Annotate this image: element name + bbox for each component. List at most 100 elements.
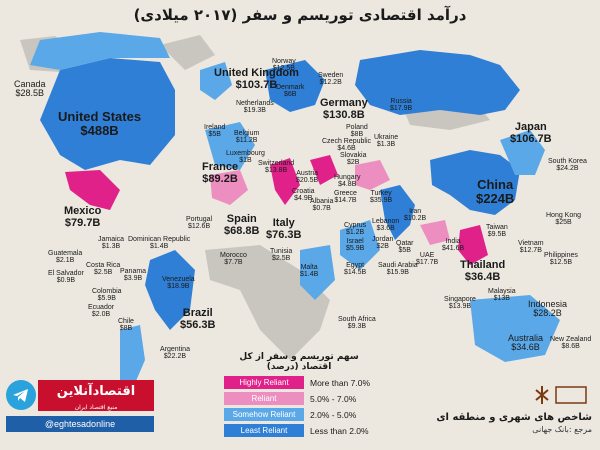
seasia-shape [420, 220, 450, 245]
country-label-croatia: Croatia $4.9B [292, 188, 315, 203]
country-label-mexico: Mexico $79.7B [64, 205, 102, 229]
country-label-colombia: Colombia $5.9B [92, 288, 122, 303]
country-label-chile: Chile $8B [118, 318, 134, 333]
country-label-jamaica: Jamaica $1.3B [98, 236, 125, 251]
country-label-sweden: Sweden $12.2B [318, 72, 344, 87]
highly-reliant-countries [65, 155, 488, 265]
country-label-luxembourg: Luxembourg $1B [226, 150, 265, 165]
country-label-china: China $224B [476, 177, 515, 206]
legend-range: More than 7.0% [310, 377, 371, 388]
country-label-germany: Germany $130.8B [320, 97, 368, 121]
greece-shape [310, 155, 338, 185]
australia-shape [470, 295, 560, 362]
country-label-new-zealand: New Zealand $8.6B [550, 336, 592, 351]
country-label-russia: Russia $17.9B [390, 98, 413, 113]
china-shape [430, 150, 520, 215]
country-label-canada: Canada $28.5B [14, 79, 46, 99]
country-label-morocco: Morocco $7.7B [220, 252, 247, 267]
country-label-cyprus: Cyprus $1.2B [344, 222, 367, 237]
credit-source: مرجع :بانک جهانی [532, 425, 592, 434]
legend-swatch: Somehow Reliant [224, 408, 304, 421]
country-label-austria: Austria $20.5B [296, 170, 319, 185]
country-label-turkey: Turkey $35.9B [370, 190, 393, 205]
country-label-india: India $41.6B [442, 238, 465, 253]
country-label-switzerland: Switzerland $13.8B [258, 160, 295, 175]
country-label-hong-kong: Hong Kong $25B [546, 212, 582, 227]
legend-range: 2.0% - 5.0% [310, 409, 357, 420]
country-label-italy: Italy $76.3B [266, 217, 302, 241]
thailand-shape [458, 225, 488, 265]
country-label-brazil: Brazil $56.3B [180, 307, 216, 331]
country-label-taiwan: Taiwan $9.5B [486, 224, 508, 239]
country-label-czech-republic: Czech Republic $4.6B [322, 138, 372, 153]
country-label-el-salvador: El Salvador $0.9B [48, 270, 84, 285]
mexico-shape [65, 170, 120, 210]
country-label-guatemala: Guatemala $2.1B [48, 250, 83, 265]
country-label-slovakia: Slovakia $2B [340, 152, 367, 167]
country-label-malta: Malta $1.4B [300, 264, 319, 279]
country-label-albania: Albania $0.7B [310, 198, 334, 213]
country-label-japan: Japan $106.7B [510, 121, 552, 145]
country-label-philippines: Philippines $12.5B [544, 252, 578, 267]
india-shape [380, 185, 415, 240]
least-reliant-countries [40, 50, 520, 330]
canada-shape [30, 32, 170, 70]
country-label-indonesia: Indonesia $28.2B [528, 299, 568, 319]
legend-range: 5.0% - 7.0% [310, 393, 357, 404]
country-label-hungary: Hungary $4.8B [334, 174, 361, 189]
brand-block: اقتصادآنلاین منبع اقتصاد ایران @eghtesad… [6, 380, 154, 444]
country-label-costa-rica: Costa Rica $2.5B [86, 262, 121, 277]
country-label-iran: Iran $10.2B [404, 208, 427, 223]
reliant-countries [210, 160, 450, 245]
country-label-jordan: Jordan $2B [372, 236, 394, 251]
usa-shape [40, 58, 175, 170]
country-label-dominican-republic: Dominican Republic $1.4B [128, 236, 191, 251]
uk-shape [200, 62, 232, 100]
legend-swatch: Reliant [224, 392, 304, 405]
somewhat-reliant-countries [30, 32, 560, 395]
credit-block: شاخص های شهری و منطقه ای مرجع :بانک جهان… [432, 384, 592, 434]
africa-shape [300, 245, 335, 300]
legend-item-reliant: Reliant 5.0% - 7.0% [224, 392, 374, 405]
spain-shape [210, 170, 248, 205]
country-label-thailand: Thailand $36.4B [460, 259, 506, 283]
credit-title: شاخص های شهری و منطقه ای [436, 412, 592, 423]
country-label-panama: Panama $3.9B [120, 268, 147, 283]
country-label-egypt: Egypt $14.5B [344, 262, 367, 277]
country-label-malaysia: Malaysia $13B [488, 288, 516, 303]
country-label-spain: Spain $68.8B [224, 213, 260, 237]
country-label-united-states: United States $488B [58, 109, 142, 138]
publisher-emblem-icon [432, 384, 592, 410]
country-label-singapore: Singapore $13.9B [444, 296, 476, 311]
country-label-netherlands: Netherlands $19.3B [236, 100, 274, 115]
country-label-belgium: Belgium $11.2B [234, 130, 260, 145]
legend-item-somewhat-reliant: Somehow Reliant 2.0% - 5.0% [224, 408, 374, 421]
country-label-greece: Greece $14.7B [334, 190, 357, 205]
telegram-icon [6, 380, 36, 410]
country-label-israel: Israel $5.9B [346, 238, 365, 253]
country-label-vietnam: Vietnam $12.7B [518, 240, 544, 255]
country-label-saudi-arabia: Saudi Arabia $15.9B [378, 262, 418, 277]
country-label-denmark: Denmark $6B [276, 84, 305, 99]
country-label-tunisia: Tunisia $2.5B [270, 248, 293, 263]
russia-shape [355, 50, 520, 115]
country-label-south-korea: South Korea $24.2B [548, 158, 587, 173]
country-label-south-africa: South Africa $9.3B [338, 316, 376, 331]
country-label-united-kingdom: United Kingdom $103.7B [214, 67, 299, 91]
country-label-ireland: Ireland $5B [204, 124, 226, 139]
brazil-shape [145, 250, 195, 330]
country-label-argentina: Argentina $22.2B [160, 346, 190, 361]
italy-shape [270, 158, 300, 205]
legend-title: سهم توریسم و سفر از کل اقتصاد (درصد) [239, 352, 359, 372]
country-label-poland: Poland $8B [346, 124, 368, 139]
brand-handle: @eghtesadonline [6, 416, 154, 432]
argentina-shape [120, 325, 145, 395]
brand-logo: اقتصادآنلاین [38, 380, 154, 404]
turkey-shape [355, 160, 390, 190]
country-label-norway: Norway $12.5B [272, 58, 296, 73]
japan-korea-shape [500, 130, 545, 175]
country-label-qatar: Qatar $5B [396, 240, 414, 255]
country-label-venezuela: Venezuela $18.9B [162, 276, 195, 291]
country-label-portugal: Portugal $12.6B [186, 216, 213, 231]
